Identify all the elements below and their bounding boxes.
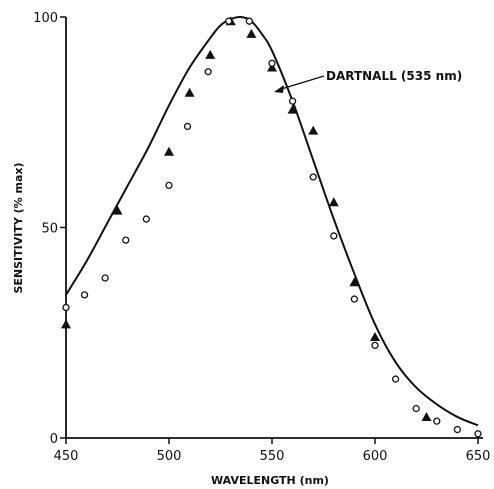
circle-point [391,375,400,383]
triangle-point [205,49,216,59]
circle-point [204,68,212,76]
circle-point [122,236,130,244]
dartnall-curve [65,15,479,427]
circle-point [412,404,420,413]
y-tick-label: 50 [41,222,58,237]
circle-point [142,215,150,223]
triangle-point [184,87,195,97]
circle-point [268,59,276,67]
triangle-point [328,197,339,207]
circle-point [183,122,192,131]
circle-point [80,291,89,299]
circle-point [165,181,173,190]
triangle-point [112,205,123,215]
y-tick-label: 0 [50,432,58,447]
circle-point [101,274,109,282]
circle-point [309,173,317,181]
triangle-point [370,331,380,341]
circle-point [453,425,462,434]
data-points-layer [61,16,482,438]
x-tick-label: 600 [363,449,388,464]
annotation-arrow-head [274,85,284,93]
y-tick-label: 100 [33,11,58,26]
circle-point [330,232,338,240]
circle-point [62,303,70,312]
y-axis-title: SENSITIVITY (% max) [12,162,25,293]
triangle-point [287,104,298,114]
triangle-point [421,411,432,421]
circle-point [288,97,297,105]
circle-point [225,17,233,25]
triangle-point [349,277,360,287]
triangle-point [267,62,277,72]
axis-ticks: 450 500 550 600 650 0 50 100 [33,11,490,464]
x-axis-title: WAVELENGTH (nm) [211,474,329,487]
dartnall-annotation: DARTNALL (535 nm) [274,69,462,93]
triangle-point [246,28,257,38]
circle-point [371,341,379,350]
triangle-point [164,146,174,156]
x-tick-label: 550 [260,449,285,464]
triangle-point [61,319,71,329]
dartnall-curve-layer [65,15,479,427]
x-tick-label: 650 [466,449,491,464]
x-tick-label: 500 [157,449,182,464]
x-tick-label: 450 [54,449,79,464]
dartnall-annotation-label: DARTNALL (535 nm) [326,69,462,83]
circle-point [433,417,441,425]
circle-point [350,295,359,303]
circle-point [474,430,482,438]
annotation-arrow-shaft [277,75,325,91]
triangle-point [308,125,319,135]
circle-point [245,17,253,25]
